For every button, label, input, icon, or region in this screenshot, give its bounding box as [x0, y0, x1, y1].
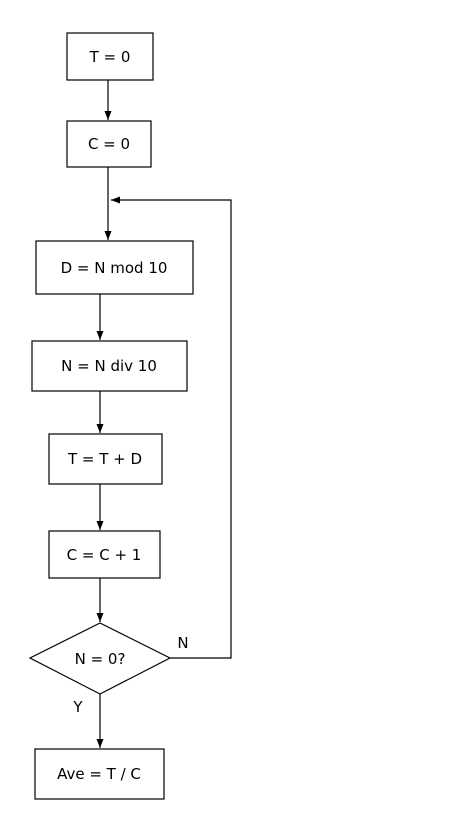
step-box-c-init: C = 0: [66, 120, 152, 168]
step-label: T = T + D: [67, 450, 142, 468]
decision-label: N = 0?: [75, 650, 126, 668]
step-box-t-add: T = T + D: [48, 433, 163, 485]
step-box-n-div: N = N div 10: [31, 340, 188, 392]
step-label: C = 0: [88, 135, 130, 153]
no-branch-label: N: [177, 634, 188, 652]
arrow-loop-back: [111, 196, 232, 659]
step-label: C = C + 1: [67, 546, 142, 564]
end-label: Ave = T / C: [57, 765, 141, 783]
decision-diamond: N = 0?: [28, 622, 172, 695]
step-label: T = 0: [89, 48, 131, 66]
step-label: N = N div 10: [61, 357, 157, 375]
yes-branch-label: Y: [72, 698, 83, 716]
step-box-d-mod: D = N mod 10: [35, 240, 194, 295]
step-label: D = N mod 10: [61, 259, 168, 277]
step-box-t-init: T = 0: [66, 32, 154, 81]
end-box: Ave = T / C: [34, 748, 165, 800]
step-box-c-increment: C = C + 1: [48, 530, 161, 579]
